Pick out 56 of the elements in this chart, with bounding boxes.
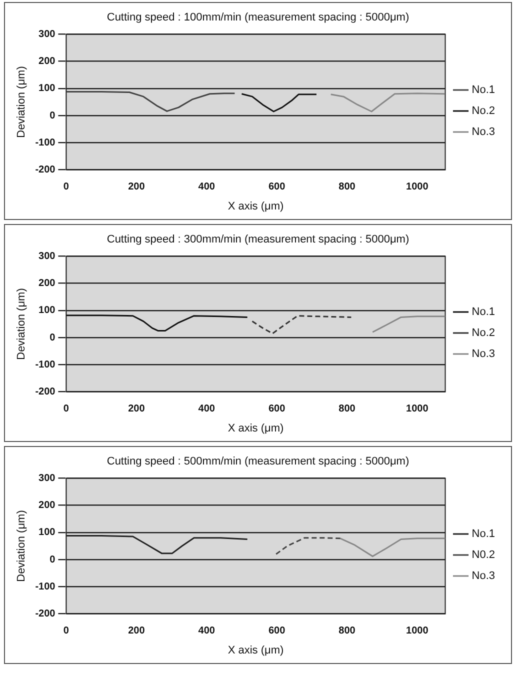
y-tick-label: -100 bbox=[35, 137, 56, 148]
line-series bbox=[251, 315, 352, 334]
x-tick-label: 600 bbox=[268, 404, 286, 415]
x-tick-label: 1000 bbox=[406, 626, 429, 637]
y-tick-label: 200 bbox=[38, 500, 56, 512]
y-tick-label: 0 bbox=[50, 332, 56, 344]
legend-label: No.1 bbox=[472, 528, 496, 540]
x-axis-title: X axis (μm) bbox=[228, 200, 284, 212]
x-tick-label: 400 bbox=[198, 182, 216, 193]
y-axis-title: Deviation (μm) bbox=[16, 288, 28, 360]
x-tick-label: 200 bbox=[128, 404, 146, 415]
y-tick-label: 100 bbox=[38, 527, 56, 538]
x-tick-label: 200 bbox=[128, 182, 146, 193]
x-tick-label: 600 bbox=[268, 182, 286, 193]
y-tick-label: 300 bbox=[38, 250, 56, 262]
y-tick-label: -200 bbox=[35, 386, 56, 398]
y-tick-label: -100 bbox=[35, 359, 56, 370]
legend-label: No.3 bbox=[472, 570, 496, 582]
y-tick-label: 200 bbox=[38, 278, 56, 290]
y-tick-label: 300 bbox=[38, 28, 56, 40]
chart-title: Cutting speed : 100mm/min (measurement spacing : 5000μm) bbox=[106, 12, 410, 24]
x-tick-label: 400 bbox=[198, 404, 216, 415]
x-tick-label: 0 bbox=[63, 626, 70, 637]
y-axis-title: Deviation (μm) bbox=[16, 66, 28, 138]
x-tick-label: 1000 bbox=[406, 404, 429, 415]
legend-label: No.1 bbox=[472, 84, 496, 96]
legend-label: No.3 bbox=[472, 126, 496, 138]
legend-label: No.1 bbox=[472, 306, 496, 318]
x-tick-label: 0 bbox=[63, 404, 70, 415]
x-tick-label: 800 bbox=[338, 182, 356, 193]
y-tick-label: -200 bbox=[35, 164, 56, 176]
chart-title: Cutting speed : 300mm/min (measurement spacing : 5000μm) bbox=[106, 234, 410, 246]
y-tick-label: 0 bbox=[50, 110, 56, 122]
chart-title: Cutting speed : 500mm/min (measurement spacing : 5000μm) bbox=[106, 456, 410, 468]
legend-label: No.2 bbox=[472, 327, 496, 340]
x-tick-label: 1000 bbox=[406, 182, 429, 193]
y-tick-label: 100 bbox=[38, 305, 56, 316]
x-tick-label: 0 bbox=[63, 182, 70, 193]
y-tick-label: -200 bbox=[35, 608, 56, 620]
y-axis-title: Deviation (μm) bbox=[16, 510, 28, 582]
x-axis-title: X axis (μm) bbox=[228, 422, 284, 434]
y-tick-label: -100 bbox=[35, 581, 56, 592]
x-tick-label: 400 bbox=[198, 626, 216, 637]
y-tick-label: 200 bbox=[38, 56, 56, 68]
x-tick-label: 800 bbox=[338, 626, 356, 637]
legend-label: N0.2 bbox=[472, 549, 496, 562]
y-tick-label: 0 bbox=[50, 554, 56, 566]
legend-label: No.3 bbox=[472, 348, 496, 360]
x-tick-label: 600 bbox=[268, 626, 286, 637]
y-tick-label: 300 bbox=[38, 472, 56, 484]
y-tick-label: 100 bbox=[38, 83, 56, 94]
x-tick-label: 800 bbox=[338, 404, 356, 415]
x-tick-label: 200 bbox=[128, 626, 146, 637]
line-series bbox=[275, 537, 342, 555]
x-axis-title: X axis (μm) bbox=[228, 644, 284, 656]
legend-label: No.2 bbox=[472, 105, 496, 118]
